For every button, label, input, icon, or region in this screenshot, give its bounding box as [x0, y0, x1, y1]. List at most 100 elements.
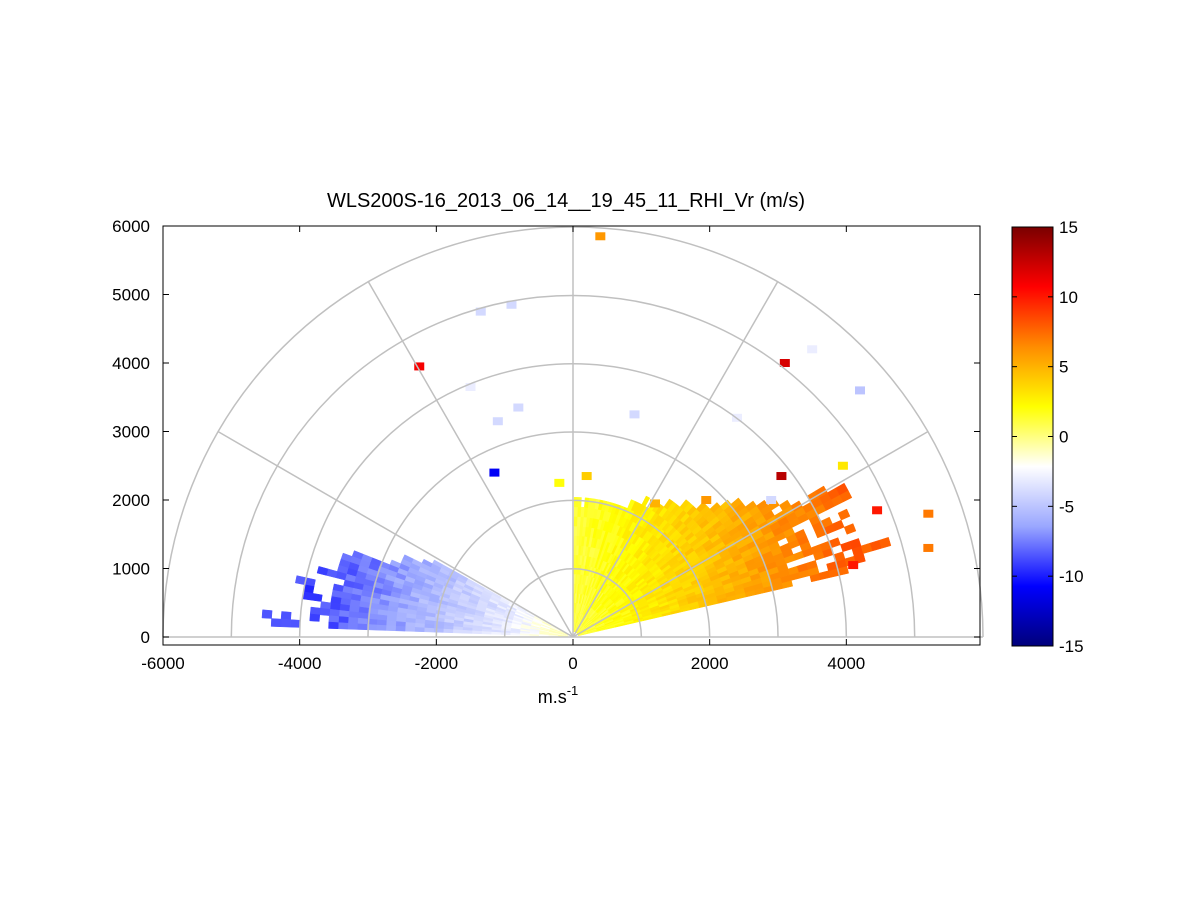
y-tick-label: 6000	[112, 217, 150, 236]
y-tick-label: 4000	[112, 354, 150, 373]
pos-velocity-cell	[573, 497, 579, 508]
chart-title: WLS200S-16_2013_06_14__19_45_11_RHI_Vr (…	[327, 190, 805, 212]
y-axis: 0 1000 2000 3000 4000 5000 6000	[112, 217, 980, 647]
neg-velocity-cell	[404, 622, 416, 628]
plot-frame	[162, 225, 981, 646]
pos-velocity-cell	[849, 538, 862, 550]
isolated-return	[595, 232, 606, 241]
isolated-return	[554, 478, 565, 487]
neg-velocity-cell	[357, 617, 368, 625]
velocity-field	[261, 232, 934, 638]
pos-velocity-cell	[679, 499, 690, 511]
polar-grid-overlay	[162, 226, 984, 638]
isolated-return	[650, 499, 660, 508]
colorbar-tick-label: 10	[1059, 288, 1078, 307]
isolated-return	[848, 561, 859, 570]
isolated-return	[489, 468, 500, 477]
pos-velocity-cell	[663, 498, 674, 510]
azimuth-spoke	[572, 430, 929, 638]
isolated-return	[776, 472, 787, 481]
neg-velocity-cell	[280, 611, 292, 620]
isolated-return	[807, 345, 818, 354]
pos-velocity-cell	[745, 500, 757, 512]
neg-velocity-cell	[280, 618, 291, 628]
pos-velocity-cell	[843, 523, 857, 535]
colorbar-tick-label: 15	[1059, 218, 1078, 237]
neg-velocity-cell	[357, 612, 369, 620]
neg-velocity-cell	[385, 620, 397, 627]
neg-velocity-cell	[404, 626, 416, 632]
isolated-return	[837, 461, 848, 470]
pos-velocity-cell	[627, 499, 636, 511]
isolated-return	[855, 386, 865, 395]
neg-velocity-cell	[452, 629, 463, 634]
x-tick-label: 0	[568, 654, 577, 673]
x-tick-label: 4000	[827, 654, 865, 673]
neg-velocity-cell	[316, 566, 329, 576]
x-tick-label: -6000	[141, 654, 184, 673]
isolated-return	[581, 472, 592, 481]
colorbar-tick-label: -15	[1059, 637, 1084, 656]
y-tick-label: 5000	[112, 286, 150, 305]
isolated-return	[872, 506, 883, 515]
isolated-return	[629, 410, 640, 419]
colorbar-tick-label: -5	[1059, 497, 1074, 516]
colorbar-tick-label: -10	[1059, 567, 1084, 586]
isolated-return	[465, 382, 476, 391]
neg-velocity-cell	[337, 622, 349, 630]
neg-velocity-cell	[338, 610, 350, 618]
pos-velocity-cell	[794, 528, 807, 540]
pos-velocity-cell	[573, 506, 578, 517]
neg-velocity-cell	[261, 609, 273, 619]
pos-velocity-cell	[709, 502, 721, 513]
neg-velocity-cell	[481, 631, 492, 635]
plot-area	[163, 226, 980, 645]
neg-velocity-cell	[395, 621, 406, 627]
x-tick-label: 2000	[691, 654, 729, 673]
isolated-return	[923, 543, 934, 552]
y-tick-label: 2000	[112, 491, 150, 510]
y-tick-label: 1000	[112, 560, 150, 579]
neg-velocity-cell	[328, 621, 339, 630]
neg-velocity-cell	[442, 628, 454, 634]
neg-velocity-cell	[385, 625, 396, 632]
pos-velocity-cell	[878, 536, 892, 549]
colorbar-tick-label: 0	[1059, 428, 1068, 447]
colorbar-tick-label: 5	[1059, 358, 1068, 377]
isolated-return	[506, 300, 517, 309]
pos-velocity-cell	[573, 516, 578, 527]
isolated-return	[701, 496, 712, 504]
pos-velocity-cell	[573, 554, 577, 565]
pos-velocity-cell	[573, 535, 577, 546]
neg-velocity-cell	[376, 624, 387, 631]
neg-velocity-cell	[347, 622, 358, 630]
neg-velocity-cell	[309, 606, 321, 616]
isolated-return	[492, 417, 503, 426]
neg-velocity-cell	[414, 627, 425, 633]
isolated-return	[779, 359, 790, 367]
neg-velocity-cell	[319, 607, 331, 616]
pos-velocity-cell	[837, 508, 851, 521]
pos-velocity-cell	[576, 506, 582, 517]
neg-velocity-cell	[311, 593, 323, 602]
x-tick-label: -4000	[278, 654, 321, 673]
pos-velocity-cell	[756, 499, 769, 511]
neg-velocity-cell	[329, 608, 340, 617]
neg-velocity-cell	[490, 631, 501, 635]
pos-velocity-cell	[641, 495, 651, 507]
isolated-return	[414, 362, 425, 371]
pos-velocity-cell	[573, 544, 577, 556]
x-axis-label-exponent: -1	[567, 683, 579, 698]
neg-velocity-cell	[471, 630, 482, 635]
pos-velocity-cell	[577, 497, 582, 508]
azimuth-spoke	[367, 280, 574, 638]
x-axis-label: m.s-1	[538, 683, 579, 707]
x-tick-label: -2000	[415, 654, 458, 673]
neg-velocity-cell	[462, 629, 473, 634]
pos-velocity-cell	[573, 525, 578, 536]
neg-velocity-cell	[347, 617, 359, 625]
neg-velocity-cell	[356, 623, 368, 631]
neg-velocity-cell	[290, 619, 301, 628]
isolated-return	[513, 403, 524, 412]
